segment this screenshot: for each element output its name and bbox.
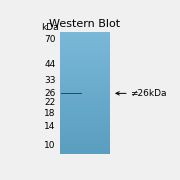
Text: 33: 33	[44, 76, 55, 85]
Text: 22: 22	[44, 98, 55, 107]
Text: 18: 18	[44, 109, 55, 118]
Text: kDa: kDa	[41, 23, 58, 32]
Text: Western Blot: Western Blot	[49, 19, 120, 29]
Text: 44: 44	[44, 60, 55, 69]
Text: 26: 26	[44, 89, 55, 98]
Text: 70: 70	[44, 35, 55, 44]
Text: ≠26kDa: ≠26kDa	[130, 89, 167, 98]
Text: 14: 14	[44, 122, 55, 131]
Bar	[61, 93, 82, 94]
Text: 10: 10	[44, 141, 55, 150]
